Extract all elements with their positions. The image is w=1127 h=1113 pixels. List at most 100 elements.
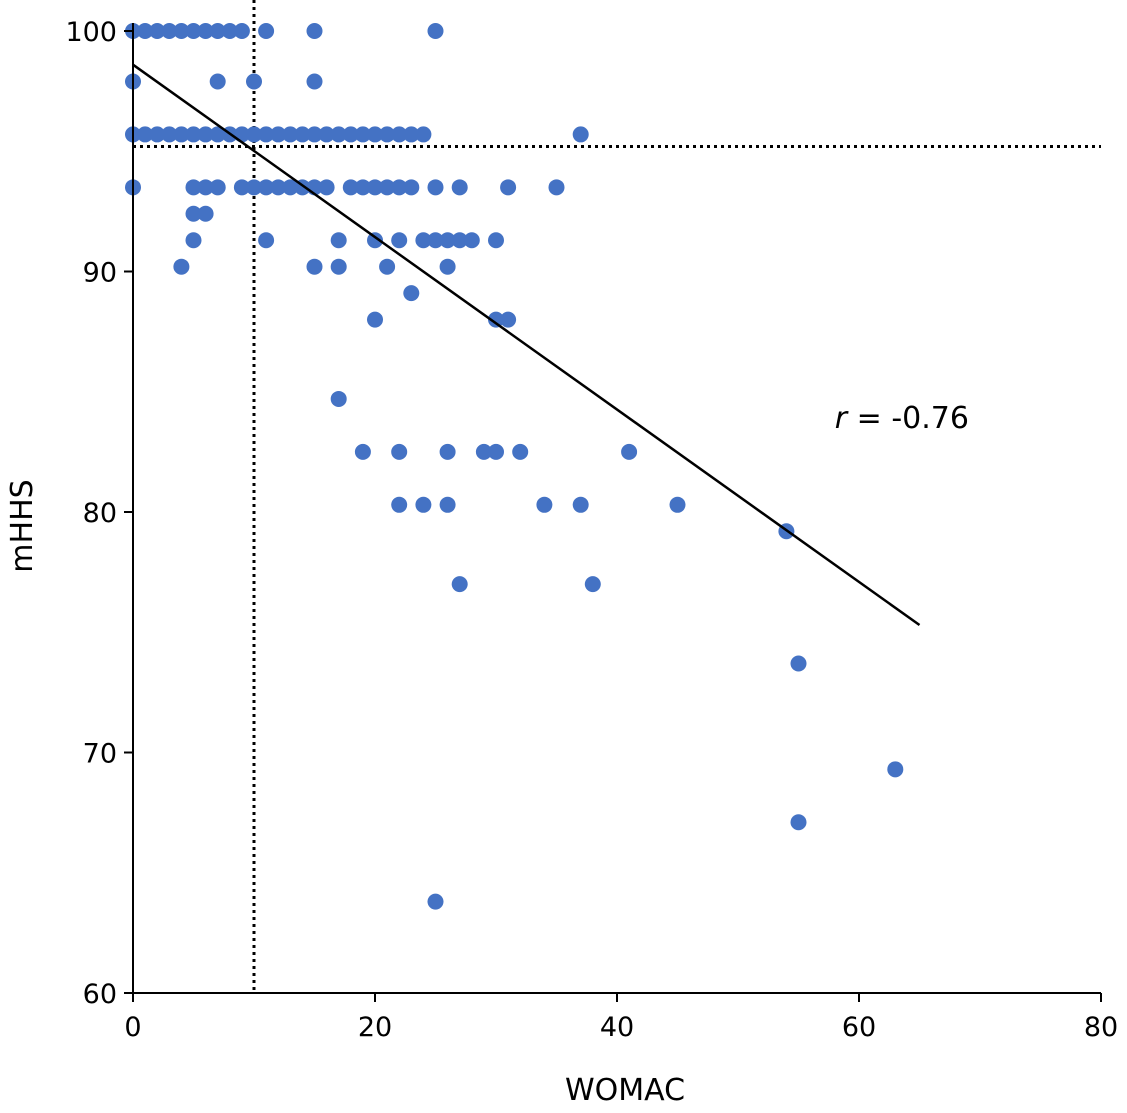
data-point bbox=[137, 126, 154, 143]
data-point bbox=[209, 23, 226, 39]
data-point bbox=[391, 232, 408, 249]
y-tick-label: 60 bbox=[83, 979, 117, 1010]
data-point bbox=[367, 311, 383, 328]
regression-line-group bbox=[132, 63, 921, 627]
data-point bbox=[342, 179, 359, 196]
data-point bbox=[185, 232, 202, 249]
data-points bbox=[125, 23, 904, 910]
data-point bbox=[197, 23, 214, 39]
data-point bbox=[246, 179, 262, 196]
data-point bbox=[500, 179, 517, 196]
data-point bbox=[197, 179, 214, 196]
data-point bbox=[439, 258, 456, 275]
data-point bbox=[403, 179, 420, 196]
data-point bbox=[488, 232, 504, 249]
data-point bbox=[415, 126, 432, 143]
data-point bbox=[185, 179, 202, 196]
data-point bbox=[161, 126, 178, 143]
data-point bbox=[669, 496, 686, 513]
data-point bbox=[887, 761, 904, 778]
data-point bbox=[488, 443, 504, 460]
data-point bbox=[306, 126, 323, 143]
data-point bbox=[330, 390, 347, 407]
data-point bbox=[258, 179, 275, 196]
data-point bbox=[306, 258, 323, 275]
data-point bbox=[548, 179, 565, 196]
reference-lines bbox=[133, 0, 1101, 993]
data-point bbox=[415, 496, 432, 513]
data-point bbox=[354, 179, 371, 196]
data-point bbox=[282, 179, 299, 196]
data-point bbox=[258, 126, 275, 143]
data-point bbox=[621, 443, 638, 460]
data-point bbox=[379, 126, 396, 143]
y-tick-label: 70 bbox=[83, 739, 117, 770]
data-point bbox=[306, 23, 323, 39]
data-point bbox=[342, 126, 359, 143]
data-point bbox=[258, 232, 275, 249]
correlation-symbol: r bbox=[835, 401, 849, 436]
x-tick-label: 60 bbox=[842, 1012, 876, 1043]
data-point bbox=[572, 126, 589, 143]
data-point bbox=[463, 232, 480, 249]
regression-line bbox=[132, 63, 921, 627]
tick-labels: 0 20 40 60 80 60 70 80 90 100 bbox=[65, 17, 1118, 1043]
data-point bbox=[209, 179, 226, 196]
x-tick-label: 0 bbox=[124, 1012, 141, 1043]
data-point bbox=[572, 496, 589, 513]
data-point bbox=[403, 285, 420, 302]
data-point bbox=[379, 258, 396, 275]
data-point bbox=[391, 126, 408, 143]
data-point bbox=[149, 23, 166, 39]
data-point bbox=[318, 179, 335, 196]
y-axis-title: mHHS bbox=[5, 479, 40, 572]
data-point bbox=[185, 205, 202, 222]
data-point bbox=[451, 232, 468, 249]
data-point bbox=[233, 179, 250, 196]
data-point bbox=[197, 126, 214, 143]
data-point bbox=[488, 311, 504, 328]
axes bbox=[124, 23, 1102, 1002]
data-point bbox=[451, 179, 468, 196]
data-point bbox=[354, 443, 371, 460]
data-point bbox=[475, 443, 492, 460]
data-point bbox=[318, 126, 335, 143]
data-point bbox=[439, 232, 456, 249]
data-point bbox=[790, 655, 807, 672]
x-tick-label: 40 bbox=[600, 1012, 634, 1043]
data-point bbox=[391, 443, 408, 460]
data-point bbox=[439, 443, 456, 460]
data-point bbox=[427, 23, 444, 39]
data-point bbox=[500, 311, 517, 328]
y-tick-label: 80 bbox=[83, 498, 117, 529]
data-point bbox=[367, 126, 383, 143]
correlation-annotation: r = -0.76 bbox=[835, 401, 969, 436]
x-tick-label: 20 bbox=[358, 1012, 392, 1043]
data-point bbox=[137, 23, 154, 39]
data-point bbox=[354, 126, 371, 143]
data-point bbox=[233, 23, 250, 39]
data-point bbox=[294, 126, 311, 143]
data-point bbox=[173, 23, 190, 39]
data-point bbox=[282, 126, 299, 143]
data-point bbox=[246, 73, 262, 90]
data-point bbox=[258, 23, 275, 39]
data-point bbox=[246, 126, 262, 143]
data-point bbox=[451, 576, 468, 593]
data-point bbox=[221, 23, 238, 39]
data-point bbox=[306, 73, 323, 90]
data-point bbox=[403, 126, 420, 143]
data-point bbox=[367, 232, 383, 249]
data-point bbox=[149, 126, 166, 143]
data-point bbox=[391, 496, 408, 513]
data-point bbox=[439, 496, 456, 513]
data-point bbox=[379, 179, 396, 196]
data-point bbox=[173, 126, 190, 143]
data-point bbox=[185, 23, 202, 39]
data-point bbox=[209, 73, 226, 90]
data-point bbox=[173, 258, 190, 275]
data-point bbox=[391, 179, 408, 196]
data-point bbox=[415, 232, 432, 249]
data-point bbox=[270, 126, 287, 143]
